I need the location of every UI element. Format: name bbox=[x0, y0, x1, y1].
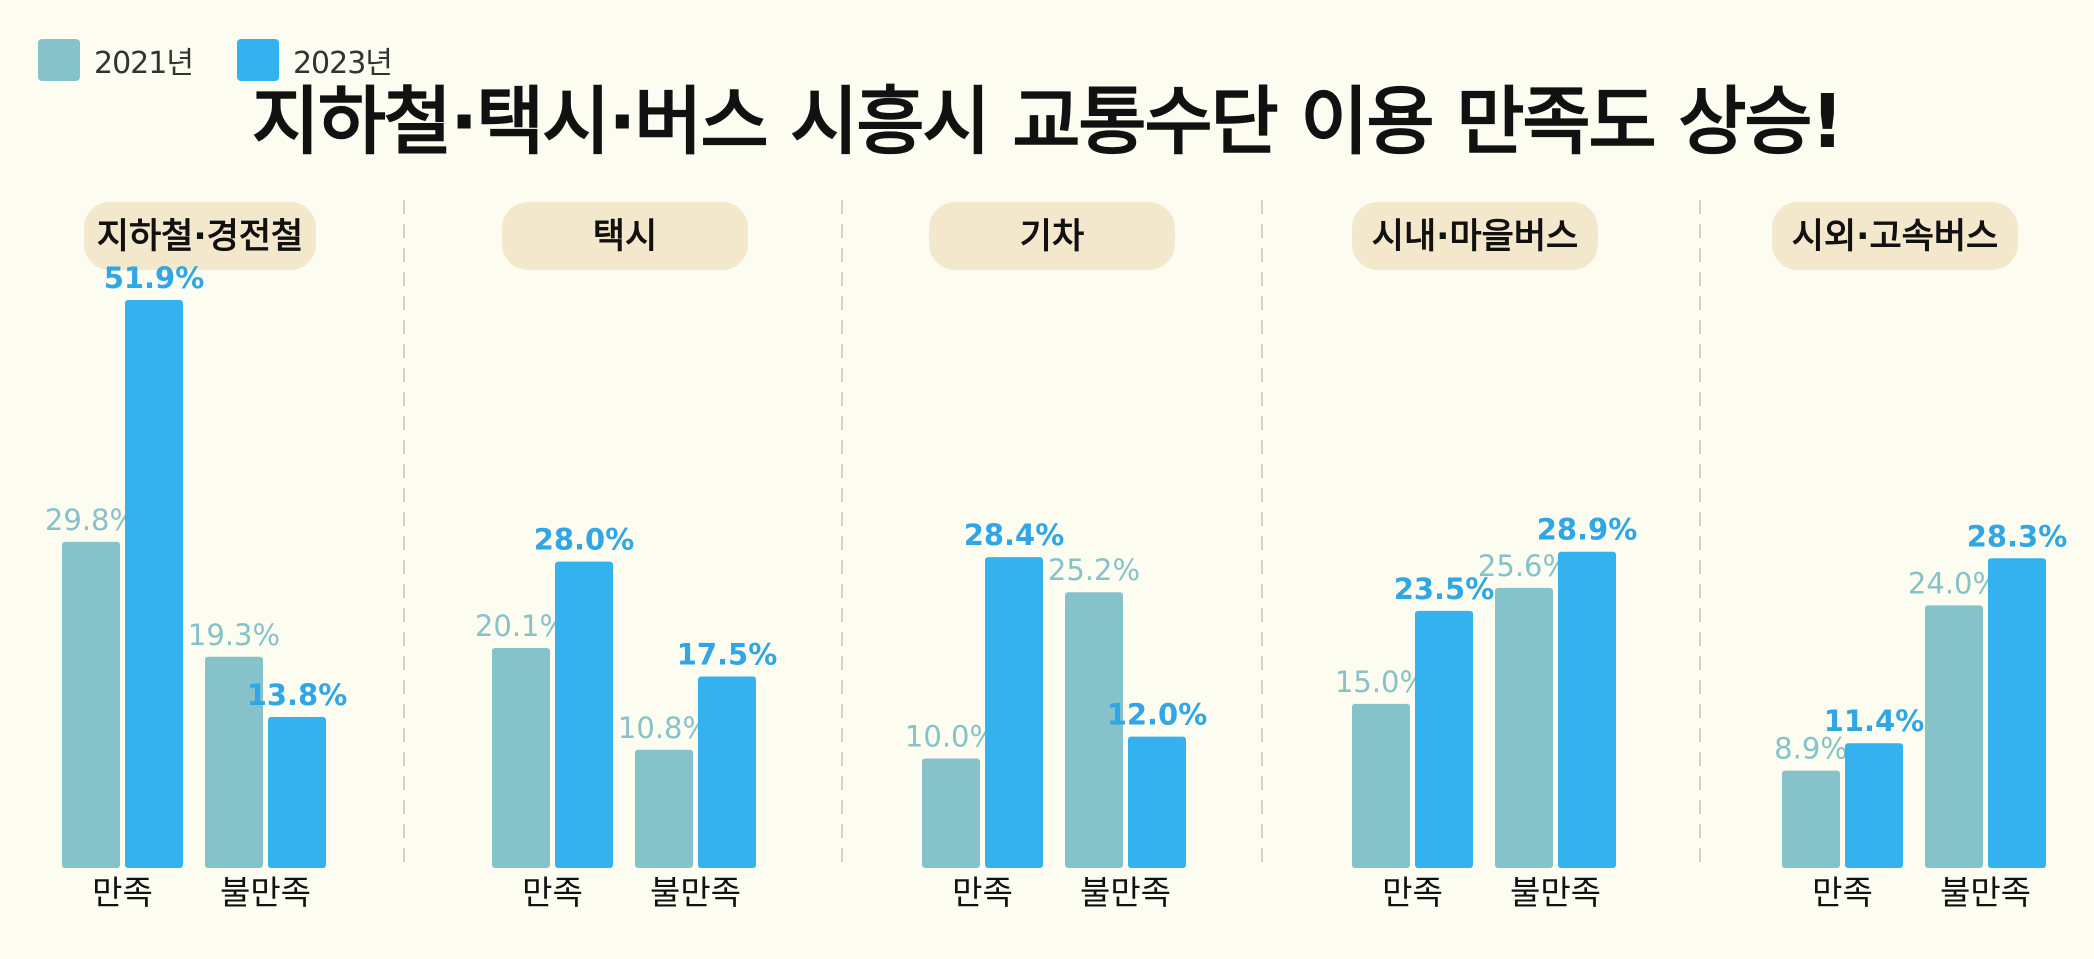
legend: 2021년 2023년 bbox=[38, 38, 393, 82]
legend-swatch-2021 bbox=[38, 39, 80, 81]
category-label-1-1: 만족 bbox=[92, 873, 153, 912]
legend-item-2023: 2023년 bbox=[236, 38, 393, 82]
bar-4-2-1 bbox=[1495, 587, 1553, 868]
bar-5-1-2 bbox=[1845, 743, 1903, 868]
category-label-2-2: 불만족 bbox=[650, 873, 741, 912]
data-label-3-1-1: 10.0% bbox=[905, 720, 997, 754]
bar-5-2-1 bbox=[1925, 605, 1983, 868]
panel-title-3: 기차 bbox=[1020, 217, 1084, 257]
data-label-5-1-2: 11.4% bbox=[1824, 704, 1925, 738]
bar-2-1-1 bbox=[492, 648, 550, 868]
bar-1-2-1 bbox=[205, 656, 263, 868]
panel-title-pill-2 bbox=[502, 202, 748, 270]
panel-title-5: 시외·고속버스 bbox=[1792, 217, 1999, 257]
category-label-1-2: 불만족 bbox=[220, 873, 311, 912]
data-label-5-2-2: 28.3% bbox=[1967, 519, 2068, 553]
data-label-3-2-1: 25.2% bbox=[1048, 553, 1140, 587]
data-label-1-1-2: 51.9% bbox=[104, 261, 205, 295]
category-label-4-1: 만족 bbox=[1382, 873, 1443, 912]
data-label-4-2-1: 25.6% bbox=[1478, 549, 1570, 583]
bar-5-2-2 bbox=[1988, 558, 2046, 868]
bar-3-1-1 bbox=[922, 758, 980, 868]
data-label-3-1-2: 28.4% bbox=[964, 518, 1065, 552]
data-label-1-2-1: 19.3% bbox=[188, 618, 280, 652]
data-label-3-2-2: 12.0% bbox=[1107, 698, 1208, 732]
bar-2-1-2 bbox=[555, 561, 613, 868]
bar-2-2-2 bbox=[698, 676, 756, 868]
bar-2-2-1 bbox=[635, 749, 693, 868]
data-label-1-2-2: 13.8% bbox=[247, 678, 348, 712]
panel-title-1: 지하철·경전철 bbox=[97, 217, 304, 257]
data-label-5-2-1: 24.0% bbox=[1908, 566, 2000, 600]
legend-label-2023: 2023년 bbox=[292, 46, 393, 81]
bar-3-1-2 bbox=[985, 557, 1043, 868]
category-label-2-1: 만족 bbox=[522, 873, 583, 912]
legend-item-2021: 2021년 bbox=[38, 38, 194, 82]
data-label-5-1-1: 8.9% bbox=[1774, 732, 1848, 766]
panel-title-pill-3 bbox=[929, 202, 1175, 270]
bar-3-2-2 bbox=[1128, 736, 1186, 868]
bar-5-1-1 bbox=[1782, 770, 1840, 868]
data-label-4-2-2: 28.9% bbox=[1537, 513, 1638, 547]
bar-3-2-1 bbox=[1065, 592, 1123, 868]
category-label-5-1: 만족 bbox=[1812, 873, 1873, 912]
data-label-2-1-2: 28.0% bbox=[534, 523, 635, 557]
panel-title-pill-4 bbox=[1352, 202, 1598, 270]
bar-1-2-2 bbox=[268, 716, 326, 868]
bar-1-1-2 bbox=[125, 300, 183, 868]
bar-4-1-2 bbox=[1415, 610, 1473, 868]
bar-1-1-1 bbox=[62, 541, 120, 868]
panel-title-2: 택시 bbox=[593, 217, 657, 257]
data-label-4-1-1: 15.0% bbox=[1335, 665, 1427, 699]
category-label-3-2: 불만족 bbox=[1080, 873, 1171, 912]
chart-title: 지하철·택시·버스 시흥시 교통수단 이용 만족도 상승! bbox=[251, 79, 1844, 165]
data-label-1-1-1: 29.8% bbox=[45, 503, 137, 537]
data-label-2-2-1: 10.8% bbox=[618, 711, 710, 745]
data-label-4-1-2: 23.5% bbox=[1394, 572, 1495, 606]
panel-title-4: 시내·마을버스 bbox=[1372, 217, 1579, 257]
category-label-5-2: 불만족 bbox=[1940, 873, 2031, 912]
panel-title-pill-1 bbox=[84, 202, 316, 270]
panel-title-pill-5 bbox=[1772, 202, 2018, 270]
legend-label-2021: 2021년 bbox=[94, 46, 194, 81]
bar-4-1-1 bbox=[1352, 703, 1410, 868]
category-label-3-1: 만족 bbox=[952, 873, 1013, 912]
data-label-2-1-1: 20.1% bbox=[475, 609, 567, 643]
category-label-4-2: 불만족 bbox=[1510, 873, 1601, 912]
bar-4-2-2 bbox=[1558, 551, 1616, 868]
data-label-2-2-2: 17.5% bbox=[677, 637, 778, 671]
legend-swatch-2023 bbox=[236, 39, 279, 81]
